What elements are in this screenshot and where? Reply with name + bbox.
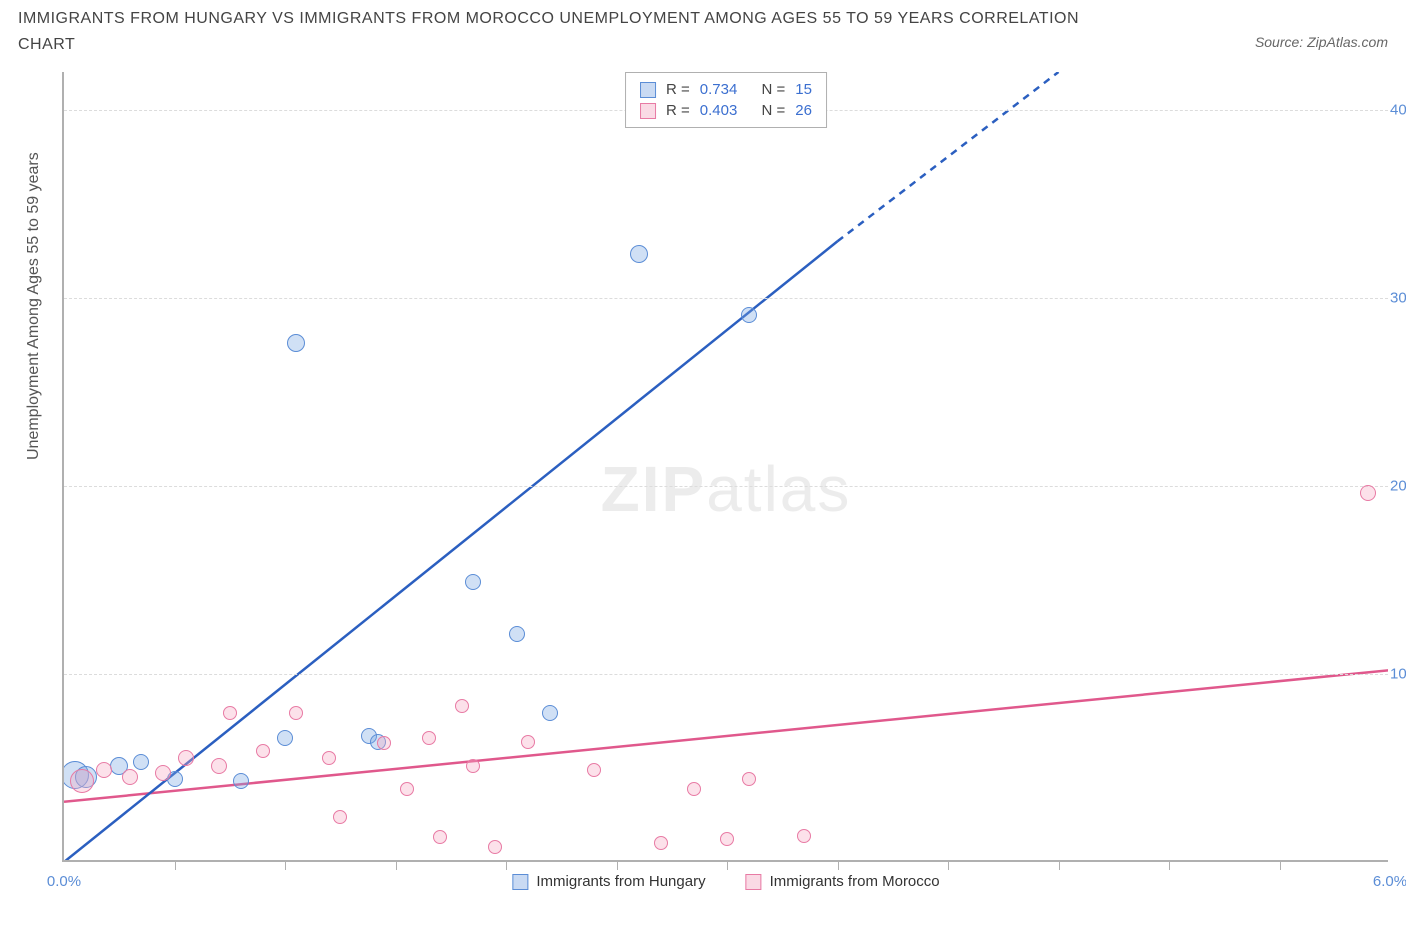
data-point (465, 574, 481, 590)
data-point (155, 765, 171, 781)
data-point (488, 840, 502, 854)
data-point (1360, 485, 1376, 501)
y-tick-label: 40.0% (1390, 101, 1406, 118)
data-point (422, 731, 436, 745)
r-value: 0.403 (700, 100, 738, 121)
data-point (96, 762, 112, 778)
y-tick-label: 10.0% (1390, 665, 1406, 682)
n-value: 26 (795, 100, 812, 121)
r-label: R = (666, 100, 690, 121)
data-point (797, 829, 811, 843)
x-tick (506, 860, 507, 870)
legend-label: Immigrants from Hungary (536, 873, 705, 890)
data-point (400, 782, 414, 796)
data-point (333, 810, 347, 824)
source-label: Source: ZipAtlas.com (1255, 34, 1388, 50)
x-tick (396, 860, 397, 870)
n-value: 15 (795, 79, 812, 100)
data-point (587, 763, 601, 777)
x-tick (617, 860, 618, 870)
x-tick (727, 860, 728, 870)
x-tick (1169, 860, 1170, 870)
bottom-legend: Immigrants from Hungary Immigrants from … (512, 873, 939, 890)
plot-frame: ZIPatlas R = 0.734 N = 15 R = 0.403 N = … (62, 72, 1388, 862)
data-point (256, 744, 270, 758)
data-point (433, 830, 447, 844)
n-label: N = (762, 100, 786, 121)
x-tick (1280, 860, 1281, 870)
data-point (287, 334, 305, 352)
y-tick-label: 30.0% (1390, 289, 1406, 306)
data-point (322, 751, 336, 765)
data-point (289, 706, 303, 720)
data-point (70, 769, 94, 793)
data-point (542, 705, 558, 721)
data-point (133, 754, 149, 770)
data-point (122, 769, 138, 785)
grid-line (64, 486, 1388, 487)
data-point (178, 750, 194, 766)
x-tick (1059, 860, 1060, 870)
x-tick (285, 860, 286, 870)
data-point (223, 706, 237, 720)
data-point (630, 245, 648, 263)
data-point (742, 772, 756, 786)
data-point (741, 307, 757, 323)
watermark: ZIPatlas (601, 452, 852, 526)
grid-line (64, 674, 1388, 675)
data-point (377, 736, 391, 750)
legend-label: Immigrants from Morocco (770, 873, 940, 890)
data-point (211, 758, 227, 774)
swatch-blue-icon (640, 82, 656, 98)
swatch-blue-icon (512, 874, 528, 890)
data-point (654, 836, 668, 850)
r-value: 0.734 (700, 79, 738, 100)
x-tick-label: 6.0% (1373, 873, 1406, 890)
plot-area: ZIPatlas (64, 72, 1388, 860)
x-tick (948, 860, 949, 870)
x-tick-label: 0.0% (47, 873, 81, 890)
data-point (720, 832, 734, 846)
swatch-pink-icon (640, 103, 656, 119)
data-point (687, 782, 701, 796)
y-axis-title: Unemployment Among Ages 55 to 59 years (25, 152, 43, 460)
data-point (277, 730, 293, 746)
stats-row-hungary: R = 0.734 N = 15 (640, 79, 812, 100)
grid-line (64, 298, 1388, 299)
y-tick-label: 20.0% (1390, 477, 1406, 494)
stats-legend: R = 0.734 N = 15 R = 0.403 N = 26 (625, 72, 827, 128)
trend-lines-svg (64, 72, 1388, 860)
chart-title: IMMIGRANTS FROM HUNGARY VS IMMIGRANTS FR… (18, 6, 1118, 57)
legend-item-hungary: Immigrants from Hungary (512, 873, 705, 890)
data-point (233, 773, 249, 789)
data-point (455, 699, 469, 713)
data-point (509, 626, 525, 642)
x-tick (838, 860, 839, 870)
swatch-pink-icon (746, 874, 762, 890)
n-label: N = (762, 79, 786, 100)
stats-row-morocco: R = 0.403 N = 26 (640, 100, 812, 121)
data-point (521, 735, 535, 749)
title-bar: IMMIGRANTS FROM HUNGARY VS IMMIGRANTS FR… (18, 6, 1388, 66)
legend-item-morocco: Immigrants from Morocco (746, 873, 940, 890)
x-tick (175, 860, 176, 870)
data-point (466, 759, 480, 773)
r-label: R = (666, 79, 690, 100)
